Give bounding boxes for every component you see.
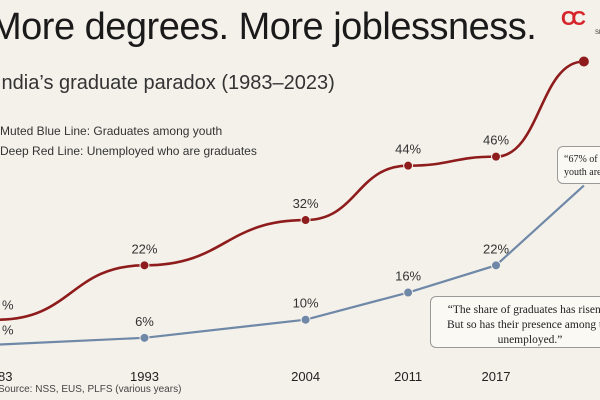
- x-tick-label: 2004: [291, 369, 320, 384]
- logo-tag: Sh: [595, 30, 600, 36]
- data-label: 6%: [135, 314, 154, 329]
- x-tick-label: 2011: [394, 369, 422, 384]
- data-label: 22%: [131, 241, 157, 256]
- annotation-top-right: “67% of u… youth are…: [557, 146, 600, 184]
- data-label: 22%: [483, 241, 509, 256]
- annotation-bottom: “The share of graduates has risen… But s…: [430, 296, 600, 348]
- data-label-clipped: %: [2, 323, 14, 338]
- data-point: [139, 332, 150, 343]
- data-point: [403, 160, 414, 171]
- brand-logo: CC Sh: [557, 6, 600, 36]
- page-title: More degrees. More joblessness.: [0, 6, 537, 48]
- x-tick-label: 1993: [130, 369, 159, 384]
- data-point: [300, 215, 311, 226]
- x-tick-label: 1983: [0, 369, 12, 384]
- legend-blue: Muted Blue Line: Graduates among youth: [0, 124, 223, 138]
- legend-red: Deep Red Line: Unemployed who are gradua…: [0, 144, 257, 158]
- data-point: [300, 314, 311, 325]
- data-point: [139, 260, 150, 271]
- series-line-0: [0, 60, 584, 321]
- data-label: 46%: [483, 133, 509, 148]
- source-note: Source: NSS, EUS, PLFS (various years): [0, 384, 182, 395]
- page-subtitle: India’s graduate paradox (1983–2023): [0, 72, 335, 94]
- data-label: 16%: [395, 269, 421, 284]
- data-label: 32%: [293, 196, 319, 211]
- data-point: [403, 287, 414, 298]
- data-point-end: [578, 56, 589, 67]
- data-label: 10%: [293, 296, 319, 311]
- logo-mark: CC: [561, 8, 586, 30]
- data-label-clipped: %: [2, 298, 14, 313]
- data-point: [491, 260, 501, 271]
- x-tick-label: 2017: [482, 369, 511, 384]
- series-line-1: [0, 184, 585, 346]
- data-label: 44%: [395, 142, 421, 157]
- data-point: [491, 151, 501, 162]
